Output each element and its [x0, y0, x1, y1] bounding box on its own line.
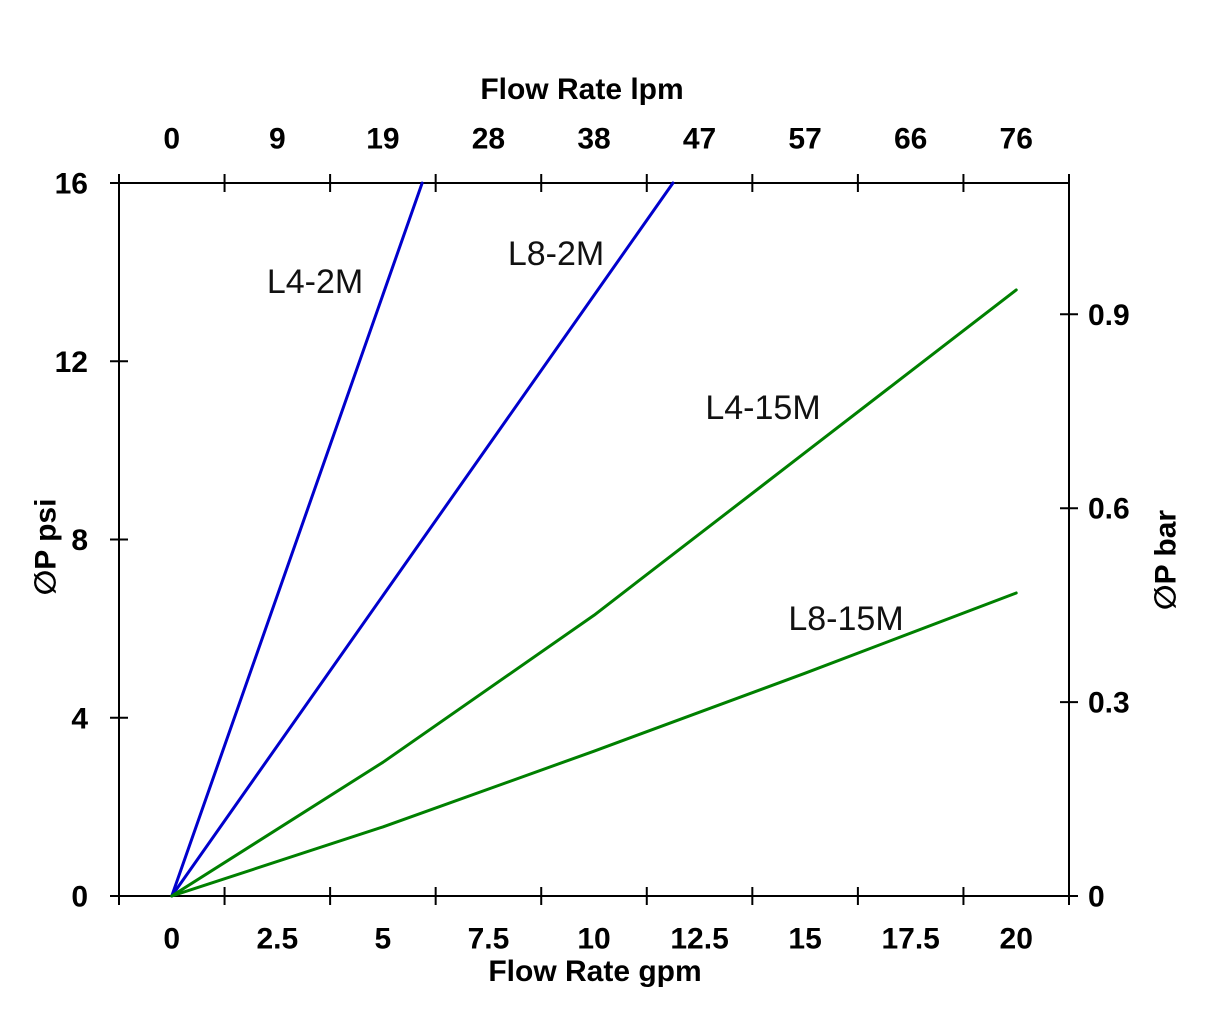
bottom-axis-tick-label: 17.5: [881, 923, 939, 956]
series-line-L4-2M: [170, 181, 424, 898]
right-axis-tick-label: 0.3: [1088, 687, 1130, 720]
bottom-axis-tick-label: 10: [577, 923, 610, 956]
bottom-axis-tick-label: 12.5: [670, 923, 728, 956]
bottom-axis-tick-label: 0: [163, 923, 180, 956]
series-label-L8-2M: L8-2M: [508, 235, 604, 273]
left-axis-tick-label: 16: [55, 168, 88, 201]
top-axis-tick-label: 0: [163, 123, 180, 156]
right-axis-title: ∅P bar: [1149, 509, 1183, 611]
left-axis-tick-label: 4: [71, 702, 88, 735]
bottom-axis-tick-label: 7.5: [468, 923, 510, 956]
top-axis-title: Flow Rate lpm: [480, 73, 684, 106]
left-axis-title: ∅P psi: [29, 498, 63, 596]
top-axis-tick-label: 38: [577, 123, 610, 156]
bottom-axis-title: Flow Rate gpm: [488, 955, 702, 988]
right-axis-tick-label: 0: [1088, 881, 1105, 914]
series-label-L4-2M: L4-2M: [267, 263, 363, 301]
top-axis-tick-label: 28: [472, 123, 505, 156]
bottom-axis-tick-label: 20: [1000, 923, 1033, 956]
left-axis-tick-label: 0: [71, 881, 88, 914]
bottom-axis-tick-label: 5: [375, 923, 392, 956]
top-axis-tick-label: 57: [788, 123, 821, 156]
series-label-L8-15M: L8-15M: [788, 600, 903, 638]
bottom-axis-tick-label: 15: [788, 923, 821, 956]
bottom-axis-tick-label: 2.5: [256, 923, 298, 956]
series-line-L8-2M: [170, 181, 675, 898]
top-axis-tick-label: 76: [1000, 123, 1033, 156]
series-line-L4-15M: [170, 288, 1018, 898]
right-axis-tick-label: 0.6: [1088, 493, 1130, 526]
top-axis-tick-label: 9: [269, 123, 286, 156]
top-axis-tick-label: 19: [366, 123, 399, 156]
series-label-L4-15M: L4-15M: [705, 389, 820, 427]
top-axis-tick-label: 66: [894, 123, 927, 156]
left-axis-tick-label: 12: [55, 346, 88, 379]
series-line-L8-15M: [170, 591, 1018, 898]
right-axis-tick-label: 0.9: [1088, 299, 1130, 332]
left-axis-tick-label: 8: [71, 524, 88, 557]
top-axis-tick-label: 47: [683, 123, 716, 156]
